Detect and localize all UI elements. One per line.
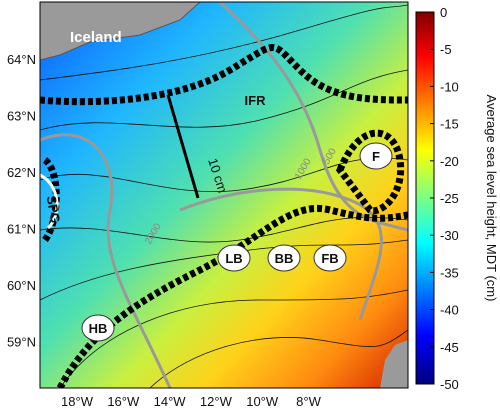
lon-label: 10°W [246,394,279,409]
colorbar-tick-label: -30 [440,228,459,243]
region-label: LB [225,251,242,266]
colorbar-tick-label: -15 [440,117,459,132]
lat-label: 60°N [7,278,36,293]
lon-label: 12°W [200,394,233,409]
spg-contour [40,173,59,230]
colorbar-label: Average sea level height, MDT (cm) [484,95,499,302]
lat-label: 64°N [7,52,36,67]
lon-label: 8°W [296,394,321,409]
contours [40,4,408,388]
land-label: Iceland [70,29,122,46]
colorbar-tick-label: -45 [440,340,459,355]
scale-arrow [166,94,200,199]
lon-label: 18°W [61,394,94,409]
region-label: IFR [245,93,267,108]
colorbar-tick-label: -20 [440,154,459,169]
colorbar-tick-label: -35 [440,265,459,280]
region-bubble [359,142,393,170]
lat-label: 59°N [7,335,36,350]
region-label: F [372,149,380,164]
map-frame [39,1,409,389]
lat-label: 63°N [7,109,36,124]
region-bubble [217,244,251,272]
lon-label: 16°W [107,394,140,409]
region-bubble [267,244,301,272]
colorbar-tick-label: -5 [440,42,452,57]
lon-label: 14°W [154,394,187,409]
lat-label: 62°N [7,165,36,180]
colorbar-tick-label: 0 [440,5,447,20]
lat-label: 61°N [7,222,36,237]
fronts [40,44,408,388]
colorbar-tick-label: -25 [440,191,459,206]
colorbar-tick-label: -50 [440,377,459,392]
region-label: SPG [44,195,64,225]
region-label: HB [89,321,108,336]
land [380,340,408,388]
region-bubble [81,314,115,342]
colorbar-tick-label: -10 [440,79,459,94]
iceland [40,2,201,61]
region-label: BB [275,251,294,266]
colorbar-tick-label: -40 [440,303,459,318]
region-bubble [313,244,347,272]
region-label: FB [321,251,338,266]
